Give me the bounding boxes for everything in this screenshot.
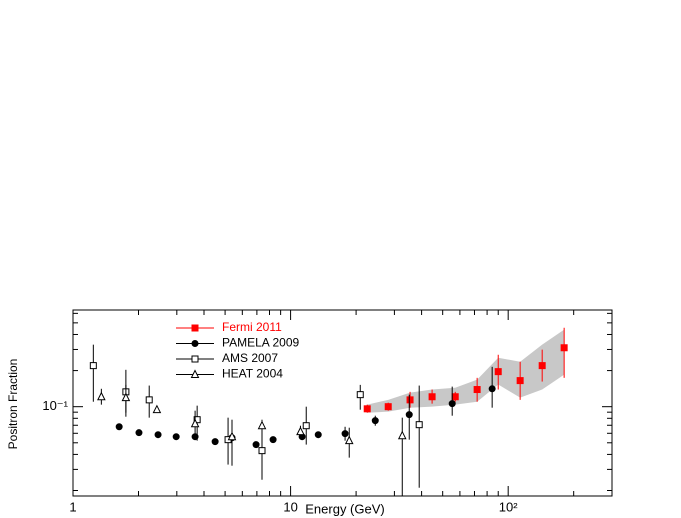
x-tick-label: 10² <box>499 499 518 514</box>
y-axis-label: Positron Fraction <box>6 359 20 450</box>
legend-label: PAMELA 2009 <box>222 336 299 350</box>
point <box>538 362 546 370</box>
point <box>193 416 201 424</box>
point <box>135 429 143 437</box>
point <box>428 393 436 401</box>
plot-frame <box>72 309 613 497</box>
legend-marker <box>191 355 199 363</box>
point <box>344 435 354 445</box>
band <box>367 329 565 413</box>
point <box>516 377 524 385</box>
point <box>97 391 106 401</box>
legend-label: HEAT 2004 <box>222 367 283 381</box>
point <box>371 417 379 425</box>
x-tick-label: 10 <box>283 499 297 514</box>
point <box>405 411 413 419</box>
y-tick-label: 10⁻¹ <box>42 398 68 413</box>
point <box>448 400 456 408</box>
point <box>145 396 153 404</box>
point <box>488 385 496 393</box>
point <box>406 396 414 404</box>
point <box>384 403 392 411</box>
point <box>494 368 502 376</box>
point <box>211 438 219 446</box>
point <box>115 423 123 431</box>
legend-marker <box>190 369 200 378</box>
point <box>152 404 162 414</box>
point <box>415 421 423 429</box>
legend-marker <box>191 340 199 347</box>
x-axis-label: Energy (GeV) <box>305 501 384 516</box>
point <box>302 422 310 430</box>
point <box>560 344 568 352</box>
point <box>397 430 407 440</box>
point <box>154 431 162 439</box>
point <box>227 431 237 441</box>
point <box>473 386 481 394</box>
legend-marker <box>191 324 199 332</box>
legend-label: AMS 2007 <box>222 351 278 365</box>
point <box>296 426 305 436</box>
point <box>314 431 322 439</box>
point <box>121 392 131 402</box>
point <box>258 447 266 455</box>
point <box>172 433 180 441</box>
point <box>257 420 267 430</box>
point <box>89 362 97 370</box>
point <box>252 441 260 449</box>
x-tick-label: 1 <box>69 499 76 514</box>
point <box>341 430 349 438</box>
point <box>451 393 459 401</box>
point <box>363 405 371 413</box>
point <box>356 391 364 399</box>
legend-label: Fermi 2011 <box>222 320 282 334</box>
point <box>269 436 277 444</box>
point <box>190 418 200 428</box>
